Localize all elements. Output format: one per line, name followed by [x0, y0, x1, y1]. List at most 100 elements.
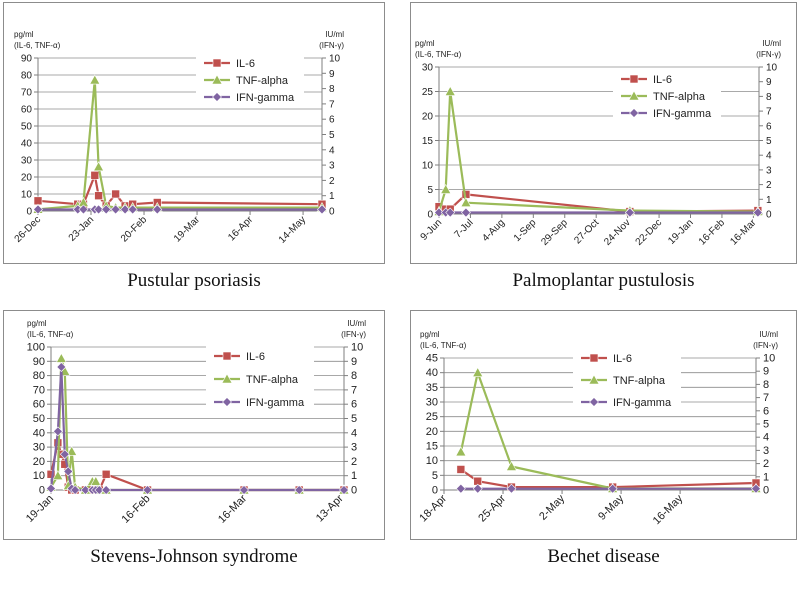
data-point-ifn-gamma: [127, 204, 138, 215]
chart-panel-bechet-disease: pg/ml (IL-6, TNF-α) IU/ml (IFN-γ) 0 5 10 15 20 25…: [410, 310, 797, 540]
right-axis-tick-label: 8: [763, 379, 769, 391]
x-axis-tick-label: 24-Nov: [602, 217, 633, 248]
right-axis-tick-label: 4: [351, 427, 357, 439]
data-point-ifn-gamma: [59, 449, 70, 460]
data-point-il-6: [46, 469, 56, 479]
data-point-ifn-gamma: [56, 362, 67, 372]
chart-panel-stevens-johnson: pg/ml (IL-6, TNF-α) IU/ml (IFN-γ) 0 10 20 30 40 5…: [3, 310, 385, 540]
chart-stevens-johnson: pg/ml(IL-6, TNF-α)IU/ml(IFN-γ)0102030405…: [24, 319, 366, 526]
legend-label-tnf-alpha: TNF-alpha: [653, 91, 706, 103]
left-axis-tick-label: 10: [33, 470, 45, 482]
legend-label-ifn-gamma: IFN-gamma: [236, 92, 295, 104]
right-axis-tick-label: 1: [766, 195, 772, 206]
data-point-tnf-alpha: [66, 445, 78, 456]
data-point-ifn-gamma: [317, 204, 327, 215]
right-axis-tick-label: 6: [329, 115, 335, 126]
series-line-tnf-alpha: [50, 357, 344, 492]
data-point-ifn-gamma: [101, 204, 112, 215]
left-axis-unit: pg/ml: [420, 330, 440, 339]
right-axis-unit: IU/ml: [325, 30, 344, 39]
x-axis-tick-label: 20-Feb: [119, 214, 149, 244]
x-axis-tick-label: 2-May: [537, 492, 567, 522]
x-axis-tick-label: 16-Feb: [697, 217, 727, 247]
right-axis-tick-label: 2: [766, 180, 772, 191]
series-line-ifn-gamma: [49, 365, 344, 492]
data-point-ifn-gamma: [33, 204, 43, 215]
left-axis-tick-label: 90: [33, 356, 45, 368]
left-axis-tick-label: 0: [39, 485, 45, 497]
right-axis-tick-label: 7: [766, 107, 772, 118]
right-axis-subunit: (IFN-γ): [341, 330, 366, 339]
data-point-ifn-gamma: [752, 207, 763, 218]
legend-marker-il-6: [589, 353, 599, 363]
data-point-ifn-gamma: [152, 204, 163, 215]
legend-label-ifn-gamma: IFN-gamma: [246, 397, 305, 409]
right-axis-tick-label: 10: [351, 342, 363, 354]
x-axis-tick-label: 1-Sep: [512, 217, 539, 244]
chart-bechet-disease: pg/ml(IL-6, TNF-α)IU/ml(IFN-γ)0510152025…: [417, 330, 778, 527]
data-point-il-6: [90, 171, 100, 180]
x-axis-tick-label: 23-Jan: [67, 214, 96, 243]
left-axis-tick-label: 70: [33, 384, 45, 396]
left-axis-unit: pg/ml: [415, 39, 435, 48]
data-point-ifn-gamma: [461, 207, 471, 218]
x-axis-tick-label: 19-Jan: [24, 493, 56, 525]
series-line-tnf-alpha: [459, 371, 756, 490]
left-axis-subunit: (IL-6, TNF-α): [27, 330, 74, 339]
legend-label-tnf-alpha: TNF-alpha: [236, 75, 289, 87]
right-axis-tick-label: 9: [351, 356, 357, 368]
legend-marker-tnf-alpha: [221, 373, 233, 384]
chart-caption-bechet-disease: Bechet disease: [547, 546, 660, 567]
chart-panel-palmoplantar-pustulosis: pg/ml (IL-6, TNF-α) IU/ml (IFN-γ) 0 5 10 15 20 25…: [410, 2, 797, 264]
right-axis-tick-label: 7: [763, 392, 769, 404]
data-point-il-6: [111, 189, 120, 199]
x-axis-tick-label: 16-Feb: [120, 493, 153, 526]
right-axis-tick-label: 6: [763, 405, 769, 417]
left-axis-tick-label: 60: [21, 105, 33, 116]
left-axis-tick-label: 30: [422, 63, 434, 74]
legend-label-tnf-alpha: TNF-alpha: [246, 374, 299, 386]
left-axis-tick-label: 20: [21, 173, 33, 184]
legend-marker-ifn-gamma: [629, 108, 639, 118]
right-axis-tick-label: 1: [329, 191, 335, 202]
left-axis-subunit: (IL-6, TNF-α): [415, 50, 462, 59]
x-axis-tick-label: 26-Dec: [13, 214, 44, 245]
x-axis-tick-label: 22-Dec: [634, 217, 665, 248]
x-axis-tick-label: 16-Mar: [216, 492, 249, 525]
x-axis-tick-label: 18-Apr: [417, 492, 449, 524]
right-axis-tick-label: 7: [351, 384, 357, 396]
left-axis-tick-label: 15: [426, 441, 438, 453]
right-axis-subunit: (IFN-γ): [756, 50, 781, 59]
legend-label-ifn-gamma: IFN-gamma: [613, 397, 672, 409]
legend-marker-il-6: [629, 74, 639, 84]
left-axis-tick-label: 80: [21, 71, 33, 82]
data-point-ifn-gamma: [110, 204, 121, 215]
data-point-ifn-gamma: [506, 483, 517, 494]
right-axis-tick-label: 1: [763, 471, 769, 483]
right-axis-subunit: (IFN-γ): [319, 41, 344, 50]
x-axis-tick-label: 19-Mar: [172, 214, 203, 245]
left-axis-tick-label: 0: [26, 207, 32, 218]
left-axis-tick-label: 70: [21, 88, 33, 99]
right-axis-tick-label: 5: [763, 419, 769, 431]
right-axis-tick-label: 0: [351, 485, 357, 497]
left-axis-tick-label: 5: [432, 470, 438, 482]
x-axis-tick-label: 16-Mar: [728, 217, 759, 248]
right-axis-tick-label: 0: [329, 207, 335, 218]
left-axis-tick-label: 40: [426, 367, 438, 379]
left-axis-tick-label: 20: [422, 112, 434, 123]
right-axis-tick-label: 2: [329, 176, 335, 187]
legend-marker-ifn-gamma: [212, 92, 222, 102]
right-axis-tick-label: 2: [351, 456, 357, 468]
x-axis-tick-label: 14-May: [277, 214, 308, 245]
data-point-ifn-gamma: [63, 466, 74, 477]
left-axis-tick-label: 90: [21, 54, 33, 65]
right-axis-tick-label: 9: [766, 77, 772, 88]
left-axis-tick-label: 25: [422, 87, 434, 98]
right-axis-tick-label: 9: [763, 366, 769, 378]
data-point-il-6: [33, 196, 43, 206]
data-point-ifn-gamma: [46, 483, 56, 494]
left-axis-tick-label: 30: [33, 442, 45, 454]
data-point-ifn-gamma: [142, 485, 153, 495]
right-axis-tick-label: 8: [766, 92, 772, 103]
